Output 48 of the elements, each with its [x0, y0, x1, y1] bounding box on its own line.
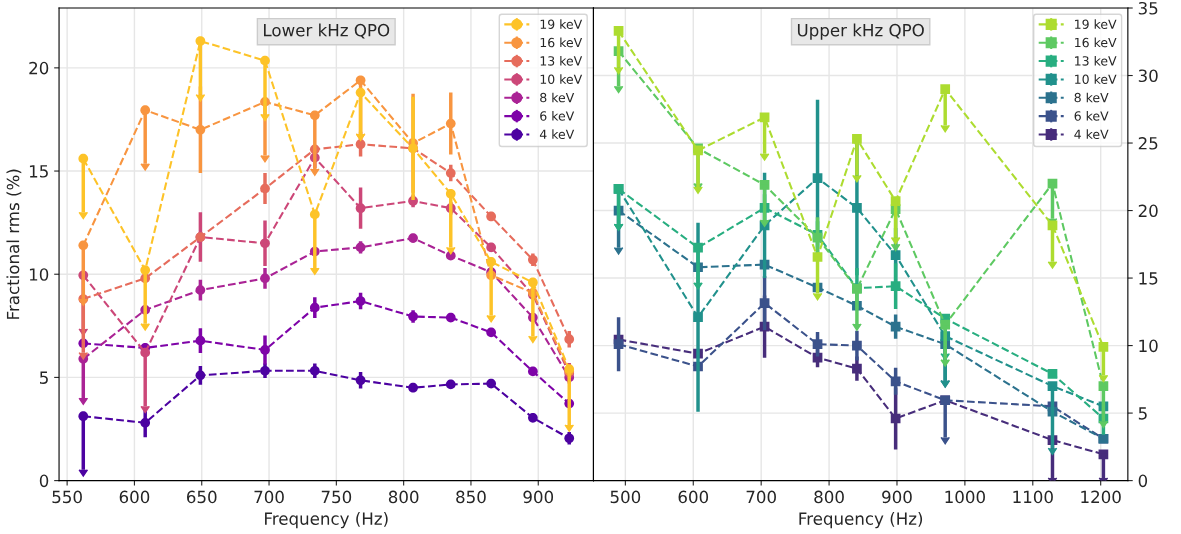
- x-tick-label: 650: [186, 490, 217, 504]
- x-tick-label: 750: [321, 490, 352, 504]
- x-tick-label: 850: [456, 490, 486, 504]
- legend-label: 13 keV: [540, 55, 583, 66]
- y-tick-label: 30: [1138, 69, 1158, 83]
- legend-label: 4 keV: [1074, 129, 1109, 140]
- x-tick-label: 600: [678, 490, 709, 504]
- legend-label: 10 keV: [540, 74, 583, 84]
- legend-label: 10 keV: [1075, 74, 1117, 84]
- x-axis-title: Frequency (Hz): [265, 512, 388, 529]
- legend-label: 6 keV: [1074, 111, 1109, 121]
- y-tick-label: 10: [29, 268, 49, 281]
- legend-label: 13 keV: [1075, 55, 1117, 66]
- y-tick-label: 20: [1138, 204, 1158, 218]
- y-tick-label: 15: [1139, 272, 1158, 285]
- y-tick-label: 25: [1138, 137, 1158, 150]
- legend-label: 16 keV: [540, 37, 583, 48]
- annotation: Lower kHz QPO: [264, 23, 390, 39]
- x-tick-label: 900: [523, 490, 554, 504]
- y-tick-label: 10: [1139, 339, 1158, 353]
- x-tick-label: 500: [610, 490, 641, 504]
- x-tick-label: 700: [254, 490, 284, 504]
- legend-label: 16 keV: [1075, 37, 1117, 48]
- y-tick-label: 0: [1138, 474, 1148, 488]
- y-tick-label: 35: [1138, 1, 1158, 15]
- y-tick-label: 0: [39, 474, 49, 488]
- legend-label: 19 keV: [1075, 19, 1117, 29]
- y-tick-label: 20: [29, 61, 49, 75]
- legend-label: 6 keV: [540, 111, 575, 121]
- y-tick-label: 5: [1138, 407, 1147, 420]
- x-tick-label: 1200: [1081, 490, 1121, 504]
- x-tick-label: 800: [388, 490, 419, 504]
- y-axis-title: Fractional rms (%): [6, 169, 22, 319]
- x-tick-label: 700: [746, 490, 776, 504]
- y-tick-label: 15: [29, 165, 48, 178]
- legend-label: 8 keV: [540, 92, 575, 103]
- legend-label: 19 keV: [540, 19, 583, 29]
- legend-label: 8 keV: [1074, 92, 1109, 103]
- x-tick-label: 900: [882, 490, 912, 504]
- x-tick-label: 550: [52, 490, 82, 504]
- annotation: Upper kHz QPO: [797, 23, 924, 40]
- x-tick-label: 1100: [1013, 490, 1053, 504]
- legend-label: 4 keV: [539, 129, 575, 140]
- y-tick-label: 5: [40, 371, 48, 384]
- x-tick-label: 600: [119, 490, 150, 504]
- x-axis-title: Frequency (Hz): [799, 512, 923, 529]
- x-tick-label: 800: [814, 490, 844, 504]
- x-tick-label: 1000: [945, 490, 985, 504]
